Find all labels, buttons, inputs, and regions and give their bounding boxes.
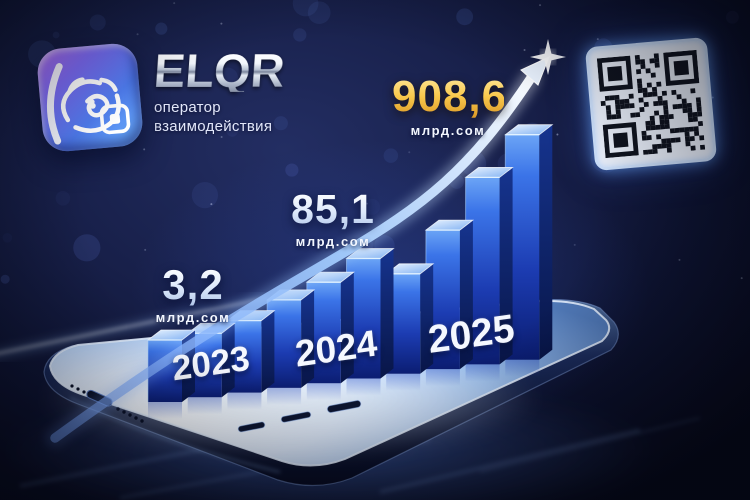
value-number: 3,2 — [143, 261, 243, 309]
value-unit: млрд.сом — [155, 310, 231, 325]
value-unit: млрд.сом — [295, 234, 371, 249]
value-callout-2024: 85,1 млрд.сом — [283, 186, 383, 249]
brand-logo: ELQR оператор взаимодействия — [35, 41, 287, 154]
qr-code — [584, 36, 718, 172]
value-callout-2025: 908,6 млрд.сом — [392, 72, 508, 138]
app-icon-ornament — [46, 63, 131, 145]
brand-tagline-line2: взаимодействия — [154, 117, 273, 135]
brand-tagline-line1: оператор — [154, 99, 221, 117]
elqr-app-icon — [35, 41, 145, 154]
value-callout-2023: 3,2 млрд.сом — [143, 261, 243, 325]
qr-pattern — [596, 49, 706, 159]
value-number: 85,1 — [283, 186, 383, 233]
brand-name: ELQR — [152, 44, 287, 97]
value-unit: млрд.сом — [410, 123, 486, 138]
value-number: 908,6 — [392, 72, 508, 121]
